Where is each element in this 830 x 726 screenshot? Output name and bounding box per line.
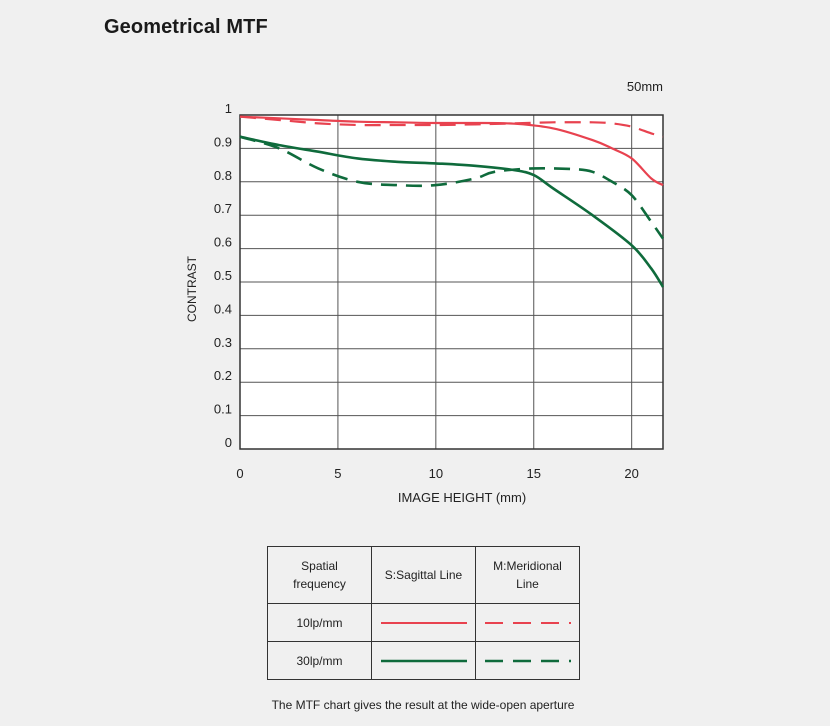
- legend-row-label: 30lp/mm: [267, 641, 372, 680]
- plot-frame: [239, 114, 664, 450]
- y-tick-label: 0.9: [214, 134, 232, 149]
- x-tick-label: 5: [334, 466, 341, 481]
- y-tick-label: 0.5: [214, 268, 232, 283]
- legend-swatch-10lp-meridional: [475, 603, 580, 642]
- legend-row-30lp: 30lp/mm: [267, 641, 580, 680]
- legend-row-label: 10lp/mm: [267, 603, 372, 642]
- legend-row-10lp: 10lp/mm: [267, 603, 580, 642]
- legend-header-row: Spatial frequency S:Sagittal Line M:Meri…: [267, 546, 580, 604]
- series-line-1: [239, 115, 664, 138]
- mtf-chart: 00.10.20.30.40.50.60.70.80.910 5 10 15 20 50…: [185, 79, 665, 505]
- y-tick-label: 0: [225, 435, 232, 450]
- focal-length-annotation: 50mm: [627, 79, 663, 94]
- y-tick-label: 0.3: [214, 335, 232, 350]
- footnote: The MTF chart gives the result at the wi…: [271, 698, 575, 712]
- y-tick-label: 0.4: [214, 301, 232, 316]
- chart-tick-labels: 00.10.20.30.40.50.60.70.80.910 5 10 15 20: [214, 101, 639, 481]
- chart-series-lines: [239, 115, 665, 288]
- x-tick-label: 0: [236, 466, 243, 481]
- x-tick-label: 10: [429, 466, 443, 481]
- y-tick-label: 1: [225, 101, 232, 116]
- x-axis-label: IMAGE HEIGHT (mm): [398, 490, 526, 505]
- legend-swatch-10lp-sagittal: [371, 603, 476, 642]
- legend-header-spatial-frequency: Spatial frequency: [267, 546, 372, 604]
- y-tick-label: 0.1: [214, 402, 232, 417]
- legend-swatch-30lp-sagittal: [371, 641, 476, 680]
- x-tick-label: 15: [527, 466, 541, 481]
- legend-table: Spatial frequency S:Sagittal Line M:Meri…: [267, 546, 580, 680]
- y-tick-label: 0.8: [214, 168, 232, 183]
- series-line-3: [239, 135, 665, 240]
- y-tick-label: 0.7: [214, 201, 232, 216]
- y-tick-label: 0.2: [214, 368, 232, 383]
- page-title: Geometrical MTF: [104, 16, 268, 38]
- legend-header-sagittal: S:Sagittal Line: [371, 546, 476, 604]
- legend-swatch-30lp-meridional: [475, 641, 580, 680]
- series-line-2: [239, 135, 665, 288]
- y-axis-label: CONTRAST: [185, 255, 199, 322]
- y-tick-label: 0.6: [214, 235, 232, 250]
- legend-header-meridional: M:Meridional Line: [475, 546, 580, 604]
- x-tick-label: 20: [624, 466, 638, 481]
